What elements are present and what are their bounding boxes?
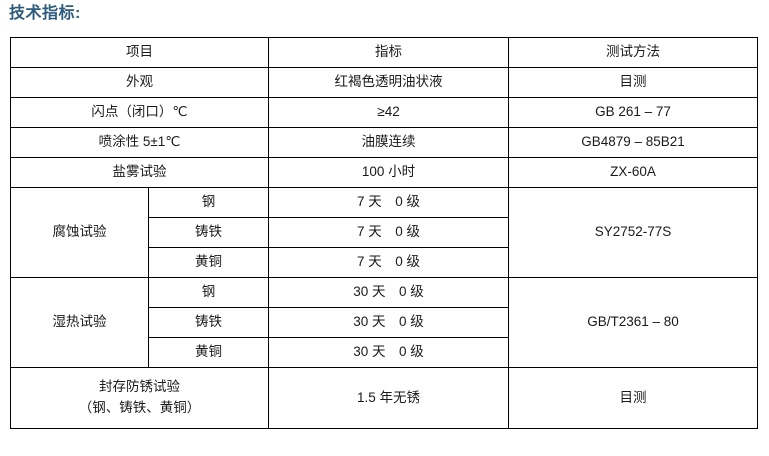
table-row: 喷涂性 5±1℃ 油膜连续 GB4879 – 85B21 [10,127,758,158]
row-indicator-appearance: 红褐色透明油状液 [268,67,509,98]
row-method-sprayability: GB4879 – 85B21 [508,127,758,158]
group-item-humidity-test: 湿热试验 [10,277,149,368]
group-indicator-corrosion-cast-iron: 7 天 0 级 [268,217,509,248]
column-header-indicator: 指标 [268,37,509,68]
table-row: 铸铁 30 天 0 级 [11,307,758,338]
preservation-test-materials: （钢、铸铁、黄铜） [78,400,201,415]
row-indicator-flashpoint: ≥42 [268,97,509,128]
technical-spec-table: 项目 指标 测试方法 外观 红褐色透明油状液 目测 闪点（闭口）℃ ≥42 GB… [10,37,758,429]
row-indicator-salt-spray: 100 小时 [268,157,509,188]
preservation-test-title: 封存防锈试验 [99,379,180,395]
technical-spec-table-container: 项目 指标 测试方法 外观 红褐色透明油状液 目测 闪点（闭口）℃ ≥42 GB… [10,37,758,429]
group-material-steel: 钢 [148,187,269,218]
table-row: 盐雾试验 100 小时 ZX-60A [10,157,758,188]
group-indicator-corrosion-steel: 7 天 0 级 [268,187,509,218]
group-material-steel-humidity: 钢 [148,277,269,308]
row-item-salt-spray: 盐雾试验 [10,157,269,188]
group-material-brass: 黄铜 [148,247,269,278]
group-material-cast-iron: 铸铁 [148,217,269,248]
table-row: 外观 红褐色透明油状液 目测 [10,67,758,98]
table-row: 铸铁 7 天 0 级 [11,217,758,248]
row-method-flashpoint: GB 261 – 77 [508,97,758,128]
group-item-corrosion-test: 腐蚀试验 [10,187,149,278]
row-item-sprayability: 喷涂性 5±1℃ [10,127,269,158]
row-indicator-sprayability: 油膜连续 [268,127,509,158]
group-indicator-humidity-cast-iron: 30 天 0 级 [268,307,509,338]
group-method-humidity-test: GB/T2361 – 80 [508,277,758,368]
group-method-corrosion-test: SY2752-77S [508,187,758,278]
column-header-method: 测试方法 [508,37,758,68]
group-material-brass-humidity: 黄铜 [148,337,269,368]
table-row: 腐蚀试验 钢 7 天 0 级 SY2752-77S [10,187,758,278]
row-item-flashpoint: 闪点（闭口）℃ [10,97,269,128]
table-row: 湿热试验 钢 30 天 0 级 GB/T2361 – 80 [10,277,758,368]
table-header-row: 项目 指标 测试方法 [10,37,758,68]
row-indicator-preservation: 1.5 年无锈 [268,367,509,429]
page-title: 技术指标: [9,5,81,22]
row-item-preservation-test: 封存防锈试验 （钢、铸铁、黄铜） [10,367,269,429]
row-method-appearance: 目测 [508,67,758,98]
table-row: 闪点（闭口）℃ ≥42 GB 261 – 77 [10,97,758,128]
table-row: 黄铜 30 天 0 级 [11,337,758,368]
group-indicator-humidity-brass: 30 天 0 级 [268,337,509,368]
table-row: 封存防锈试验 （钢、铸铁、黄铜） 1.5 年无锈 目测 [10,367,758,429]
row-method-preservation: 目测 [508,367,758,429]
group-material-cast-iron-humidity: 铸铁 [148,307,269,338]
table-row: 黄铜 7 天 0 级 [11,247,758,278]
row-method-salt-spray: ZX-60A [508,157,758,188]
row-item-appearance: 外观 [10,67,269,98]
group-indicator-corrosion-brass: 7 天 0 级 [268,247,509,278]
group-indicator-humidity-steel: 30 天 0 级 [268,277,509,308]
column-header-item: 项目 [10,37,269,68]
